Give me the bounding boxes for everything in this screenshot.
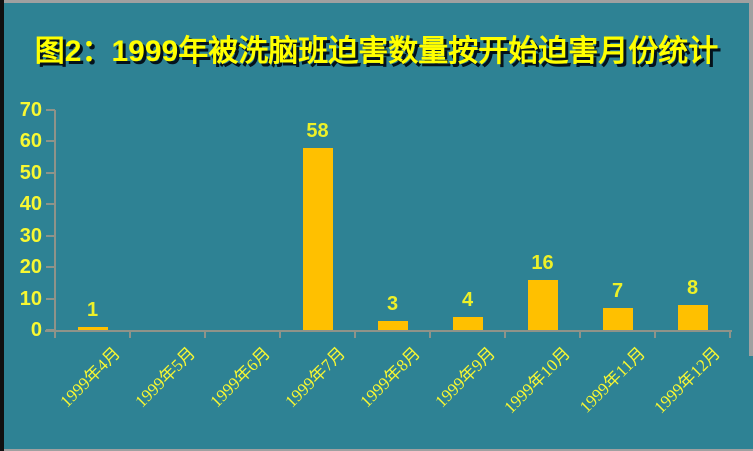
bar-value-label: 3 xyxy=(386,292,399,315)
y-tick xyxy=(46,109,55,111)
x-tick-label: 1999年8月 xyxy=(355,343,424,412)
x-tick-label: 1999年5月 xyxy=(130,343,199,412)
x-tick-label: 1999年4月 xyxy=(55,343,124,412)
bar-value-label: 8 xyxy=(686,276,699,299)
x-tick-label: 1999年11月 xyxy=(575,343,649,417)
y-tick-label: 10 xyxy=(19,287,42,310)
y-tick xyxy=(46,329,55,331)
y-tick xyxy=(46,234,55,237)
frame-border-left xyxy=(0,0,4,451)
x-tick-label: 1999年6月 xyxy=(205,343,274,412)
y-tick-label: 70 xyxy=(19,99,42,121)
frame-border-bottom xyxy=(4,449,753,451)
chart-title: 图2：1999年被洗脑班迫害数量按开始迫害月份统计 xyxy=(34,35,719,68)
x-tick-label: 1999年7月 xyxy=(280,343,349,412)
y-tick xyxy=(46,140,55,143)
y-tick-label: 0 xyxy=(30,319,42,341)
bar-value-label: 1 xyxy=(86,298,99,321)
y-tick xyxy=(46,171,55,174)
bar xyxy=(302,147,333,330)
y-tick-label: 60 xyxy=(19,130,42,153)
y-tick xyxy=(46,266,55,269)
bar-value-label: 4 xyxy=(461,289,474,312)
y-tick-label: 50 xyxy=(19,161,42,184)
bar-value-label: 16 xyxy=(531,251,554,274)
x-tick xyxy=(579,330,581,338)
bar xyxy=(677,304,708,330)
x-tick xyxy=(504,330,506,338)
bar xyxy=(527,279,558,330)
y-tick-label: 20 xyxy=(19,256,42,279)
x-tick xyxy=(204,330,206,338)
y-tick-label: 40 xyxy=(19,193,42,216)
bar-value-label: 58 xyxy=(306,119,329,142)
x-tick xyxy=(279,330,281,338)
x-axis xyxy=(45,330,732,332)
x-tick xyxy=(729,330,731,338)
y-tick xyxy=(46,203,55,206)
frame-border-right xyxy=(749,0,753,356)
x-tick xyxy=(354,330,356,338)
y-axis xyxy=(54,110,56,332)
y-tick-label: 30 xyxy=(19,224,42,247)
bar xyxy=(77,326,108,330)
x-tick xyxy=(429,330,431,338)
x-tick xyxy=(129,330,131,338)
x-tick-label: 1999年9月 xyxy=(430,343,499,412)
bar xyxy=(377,320,408,330)
x-tick xyxy=(54,330,56,338)
bar-value-label: 7 xyxy=(611,280,624,302)
x-tick-label: 1999年10月 xyxy=(499,343,574,418)
x-tick-label: 1999年12月 xyxy=(649,343,724,418)
frame-border-top xyxy=(0,0,753,3)
x-tick xyxy=(654,330,656,338)
y-tick xyxy=(46,297,55,300)
bar xyxy=(602,308,633,330)
bar xyxy=(452,317,483,330)
